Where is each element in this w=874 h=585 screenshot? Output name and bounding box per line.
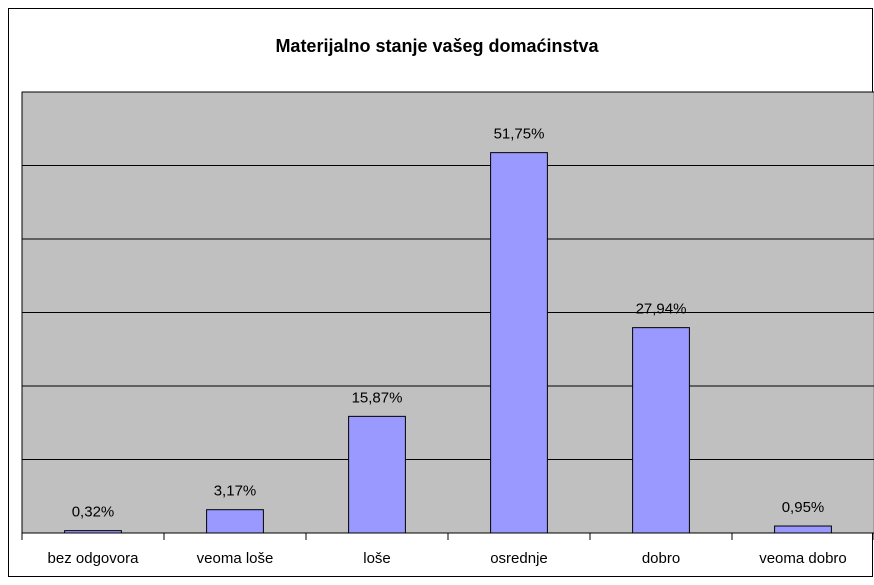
chart-title: Materijalno stanje vašeg domaćinstva	[275, 36, 599, 56]
bar	[348, 415, 406, 534]
data-label: 51,75%	[494, 126, 545, 143]
x-tick-label: veoma loše	[197, 550, 274, 567]
data-label: 0,95%	[782, 499, 825, 516]
data-label: 0,32%	[72, 504, 115, 521]
data-label: 27,94%	[636, 301, 687, 318]
x-tick-label: bez odgovora	[48, 550, 140, 567]
bar	[206, 509, 264, 534]
bar	[774, 525, 832, 534]
x-tick-label: loše	[363, 550, 391, 567]
x-tick-label: dobro	[642, 550, 680, 567]
x-tick-label: osrednje	[490, 550, 548, 567]
data-label: 3,17%	[214, 483, 257, 500]
bar	[632, 327, 690, 534]
data-label: 15,87%	[352, 389, 403, 406]
x-tick-label: veoma dobro	[759, 550, 847, 567]
bar	[490, 152, 548, 534]
